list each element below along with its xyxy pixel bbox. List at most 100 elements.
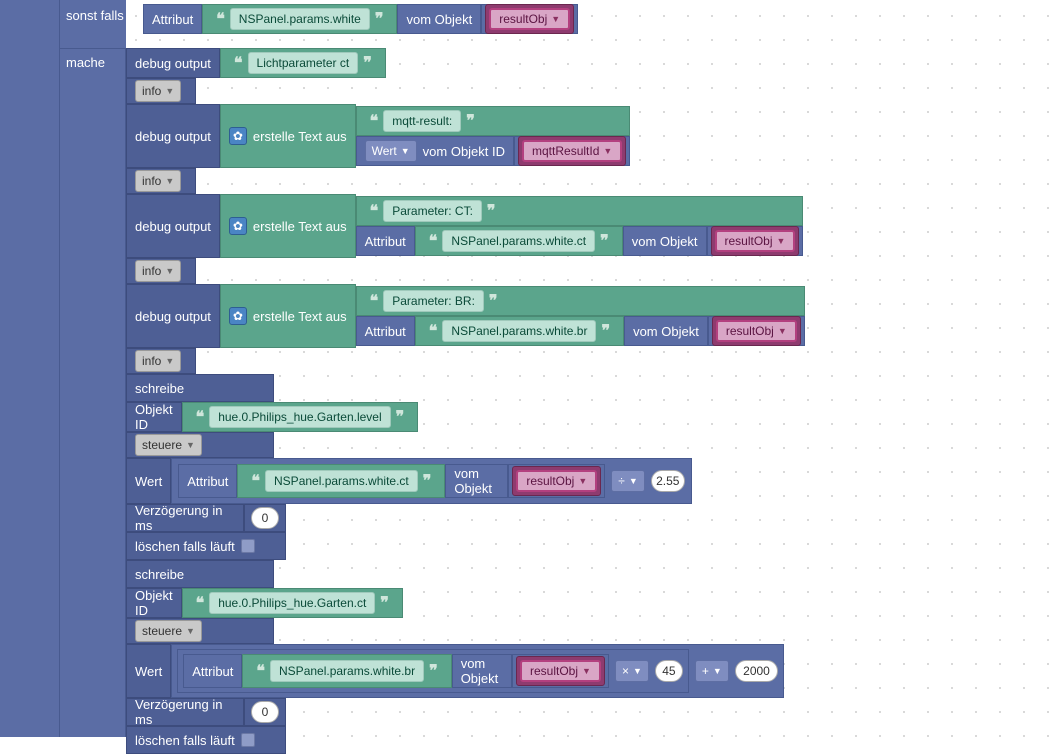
info-level-row[interactable]: info▼ [126,78,196,104]
text-literal-block[interactable]: ❝ NSPanel.params.white.ct ❞ [415,226,623,256]
control-row[interactable]: steuere▼ [126,432,274,458]
from-object-block[interactable]: vom Objekt [397,4,481,34]
write-block-1[interactable]: schreibe Objekt ID ❝ hue.0.Philips_hue.G… [126,374,286,560]
control-dropdown[interactable]: steuere▼ [135,434,202,456]
variable-pill[interactable]: resultObj▼ [715,230,796,252]
attr-path-pill[interactable]: NSPanel.params.white.ct [265,470,418,492]
variable-slot[interactable]: resultObj▼ [481,4,578,34]
text-literal-block[interactable]: ❝ Parameter: CT: ❞ [356,196,804,226]
from-object-block[interactable]: vom Objekt [624,316,708,346]
attr-path-pill[interactable]: NSPanel.params.white.br [270,660,424,682]
quote-close-icon: ❞ [423,471,432,491]
gear-icon[interactable]: ✿ [229,217,247,235]
variable-pill[interactable]: resultObj▼ [489,8,570,30]
variable-slot[interactable]: mqttResultId▼ [514,136,630,166]
object-id-pill[interactable]: hue.0.Philips_hue.Garten.ct [209,592,375,614]
info-level-row[interactable]: info▼ [126,348,196,374]
text-pill[interactable]: Parameter: BR: [383,290,484,312]
make-text-block[interactable]: ✿ erstelle Text aus [220,284,356,348]
math-op-dropdown[interactable]: +▼ [695,660,729,682]
attribute-block[interactable]: Attribut [356,226,415,256]
quote-close-icon: ❞ [396,407,405,427]
value-dropdown[interactable]: Wert▼ [365,140,417,162]
debug-block-3[interactable]: debug output ✿ erstelle Text aus ❝ Param… [126,194,803,284]
from-object-block[interactable]: vom Objekt [452,654,512,688]
text-literal-block[interactable]: ❝ NSPanel.params.white.br ❞ [242,654,451,688]
from-object-block[interactable]: vom Objekt [445,464,508,498]
delay-value-slot[interactable]: 0 [244,698,286,726]
gear-icon[interactable]: ✿ [229,307,247,325]
info-level-row[interactable]: info▼ [126,258,196,284]
attr-path-pill[interactable]: NSPanel.params.white.br [442,320,596,342]
loglevel-dropdown[interactable]: info▼ [135,350,181,372]
text-pill[interactable]: mqtt-result: [383,110,461,132]
math-mul-block[interactable]: Attribut ❝ NSPanel.params.white.br ❞ vom… [177,649,689,693]
variable-slot[interactable]: resultObj▼ [707,226,804,256]
info-level-row[interactable]: info▼ [126,168,196,194]
object-id-pill[interactable]: hue.0.Philips_hue.Garten.level [209,406,390,428]
loglevel-dropdown[interactable]: info▼ [135,80,181,102]
control-row[interactable]: steuere▼ [126,618,274,644]
loglevel-dropdown[interactable]: info▼ [135,170,181,192]
text-literal-block[interactable]: ❝ mqtt-result: ❞ [356,106,631,136]
number-input[interactable]: 2.55 [651,470,685,492]
attr-path-pill[interactable]: NSPanel.params.white.ct [442,230,595,252]
variable-pill[interactable]: resultObj▼ [520,660,601,682]
number-input[interactable]: 2000 [735,660,778,682]
text-pill[interactable]: Parameter: CT: [383,200,482,222]
variable-slot[interactable]: resultObj▼ [508,464,605,498]
math-op-dropdown[interactable]: ×▼ [615,660,649,682]
clear-checkbox[interactable] [241,539,255,553]
clear-row[interactable]: löschen falls läuft [126,726,286,754]
text-literal-block[interactable]: ❝ Lichtparameter ct ❞ [220,48,386,78]
text-literal-block[interactable]: ❝ NSPanel.params.white.ct ❞ [237,464,445,498]
text-pill[interactable]: Lichtparameter ct [248,52,359,74]
quote-open-icon: ❝ [234,53,243,73]
debug-block-4[interactable]: debug output ✿ erstelle Text aus ❝ Param… [126,284,805,374]
math-divide-block[interactable]: Attribut ❝ NSPanel.params.white.ct ❞ vom… [171,458,692,504]
write-label-row: schreibe [126,560,274,588]
write-block-2[interactable]: schreibe Objekt ID ❝ hue.0.Philips_hue.G… [126,560,286,754]
variable-slot[interactable]: resultObj▼ [708,316,805,346]
text-literal-block[interactable]: ❝ hue.0.Philips_hue.Garten.level ❞ [182,402,419,432]
text-literal-block[interactable]: ❝ hue.0.Philips_hue.Garten.ct ❞ [182,588,403,618]
attr-path-pill[interactable]: NSPanel.params.white [230,8,370,30]
debug-output-header[interactable]: debug output [126,284,220,348]
outer-control-block [0,0,60,737]
text-literal-block[interactable]: ❝ NSPanel.params.white.br ❞ [415,316,624,346]
attribute-block[interactable]: Attribut [183,654,242,688]
debug-output-label: debug output [135,309,211,324]
blockly-canvas[interactable]: sonst falls mache Attribut ❝ NSPanel.par… [0,0,1050,737]
debug-output-header[interactable]: debug output [126,48,220,78]
make-text-block[interactable]: ✿ erstelle Text aus [220,194,356,258]
variable-pill[interactable]: resultObj▼ [716,320,797,342]
variable-pill[interactable]: resultObj▼ [516,470,597,492]
loglevel-dropdown[interactable]: info▼ [135,260,181,282]
make-text-block[interactable]: ✿ erstelle Text aus [220,104,356,168]
clear-row[interactable]: löschen falls läuft [126,532,286,560]
number-input[interactable]: 0 [251,507,279,529]
math-op-dropdown[interactable]: ÷▼ [611,470,645,492]
math-add-block[interactable]: Attribut ❝ NSPanel.params.white.br ❞ vom… [171,644,784,698]
clear-checkbox[interactable] [241,733,255,747]
attribute-block[interactable]: Attribut [356,316,415,346]
value-block[interactable]: Wert▼ vom Objekt ID [356,136,514,166]
variable-slot[interactable]: resultObj▼ [512,654,609,688]
number-input[interactable]: 0 [251,701,279,723]
from-object-block[interactable]: vom Objekt [623,226,707,256]
delay-value-slot[interactable]: 0 [244,504,286,532]
number-input[interactable]: 45 [655,660,683,682]
debug-output-header[interactable]: debug output [126,194,220,258]
control-dropdown[interactable]: steuere▼ [135,620,202,642]
text-literal-block[interactable]: ❝ NSPanel.params.white ❞ [202,4,397,34]
gear-icon[interactable]: ✿ [229,127,247,145]
text-literal-block[interactable]: ❝ Parameter: BR: ❞ [356,286,805,316]
variable-pill[interactable]: mqttResultId▼ [522,140,622,162]
attribute-block[interactable]: Attribut [178,464,237,498]
quote-open-icon: ❝ [429,321,438,341]
debug-block-2[interactable]: debug output ✿ erstelle Text aus ❝ mqtt-… [126,104,630,194]
debug-output-header[interactable]: debug output [126,104,220,168]
condition-row[interactable]: Attribut ❝ NSPanel.params.white ❞ vom Ob… [143,4,578,34]
debug-block-1[interactable]: debug output ❝ Lichtparameter ct ❞ info▼ [126,48,386,104]
attribute-block[interactable]: Attribut [143,4,202,34]
